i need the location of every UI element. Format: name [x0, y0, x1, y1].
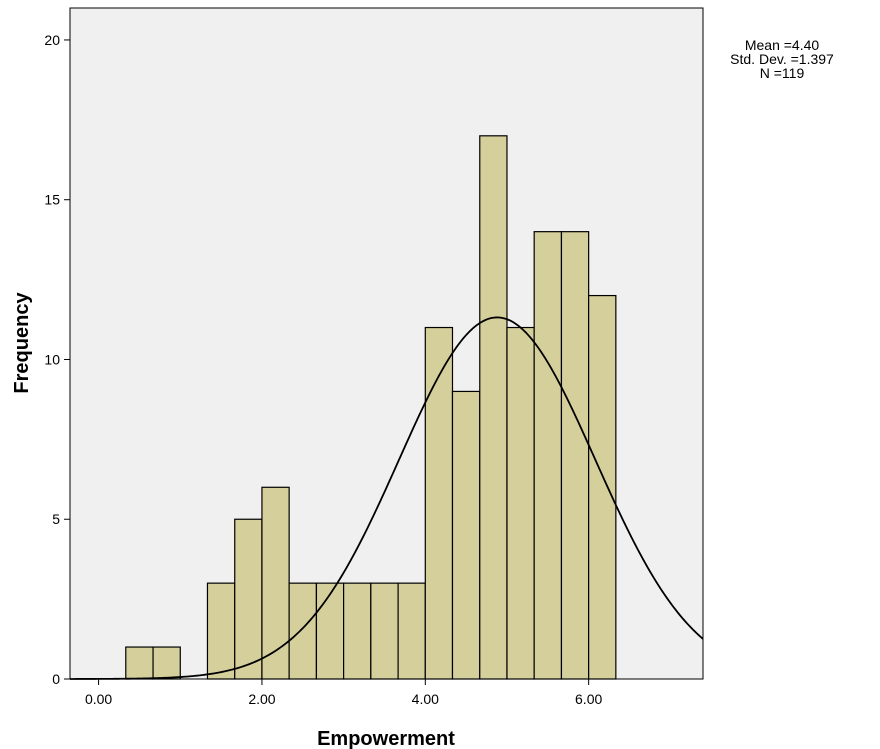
y-tick-label: 20 [44, 32, 60, 48]
x-axis: 0.00 2.00 4.00 6.00 [85, 679, 602, 707]
y-axis-title: Frequency [11, 292, 33, 394]
x-tick-label: 2.00 [248, 691, 275, 707]
histogram-bar [315, 582, 345, 680]
histogram-bar [125, 646, 154, 680]
normal-curve [70, 316, 704, 680]
stat-n: N =119 [759, 65, 805, 81]
statistics-box: Mean =4.40 Std. Dev. =1.397 N =119 [692, 38, 872, 80]
histogram-bar [370, 582, 399, 680]
histogram-bar [560, 231, 590, 680]
histogram-bar [533, 231, 563, 680]
histogram-bar [288, 582, 318, 680]
histogram-bar [506, 326, 535, 680]
stat-mean: Mean =4.40 [744, 37, 820, 53]
x-tick-label: 6.00 [575, 691, 602, 707]
histogram-bar [261, 486, 290, 680]
histogram-bar [479, 135, 508, 680]
y-tick-label: 15 [44, 192, 60, 208]
histogram-bar [451, 390, 481, 680]
y-tick-label: 0 [52, 671, 60, 687]
x-tick-label: 4.00 [412, 691, 439, 707]
histogram-bar [343, 582, 372, 680]
histogram-bar [152, 646, 181, 680]
y-axis: 0 5 10 15 20 [44, 32, 70, 687]
stat-std-dev: Std. Dev. =1.397 [730, 51, 834, 67]
histogram-bar [206, 582, 236, 680]
x-axis-title: Empowerment [317, 728, 455, 749]
x-tick-label: 0.00 [85, 691, 112, 707]
y-tick-label: 10 [44, 351, 60, 367]
bars [125, 135, 617, 680]
histogram-bar [234, 518, 263, 680]
histogram-bar [397, 582, 426, 680]
histogram-bar [424, 326, 454, 680]
histogram-bar [588, 294, 617, 680]
y-tick-label: 5 [52, 511, 60, 527]
